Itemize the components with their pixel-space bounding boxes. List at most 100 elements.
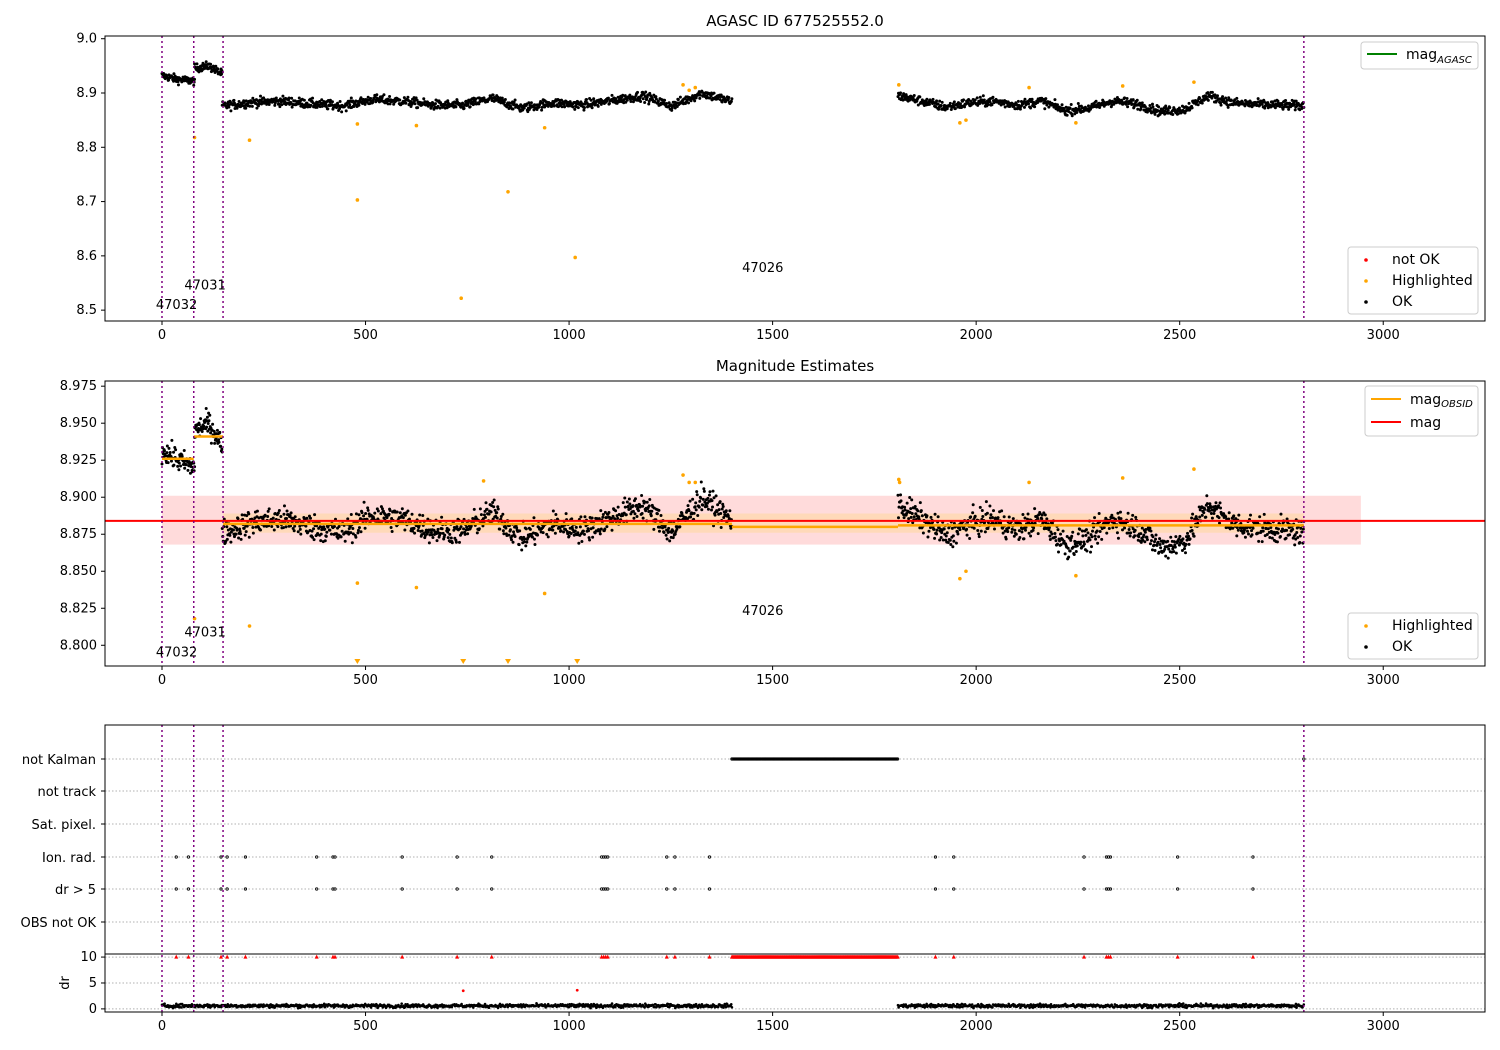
ok-point (316, 531, 320, 535)
ok-point (1265, 533, 1269, 537)
ok-point (1282, 105, 1286, 109)
ok-point (633, 512, 637, 516)
ok-point (1094, 537, 1098, 541)
ok-point (1235, 96, 1239, 100)
ok-point (1148, 103, 1152, 107)
highlighted-point (897, 83, 901, 87)
ok-point (225, 537, 229, 541)
flag-marker (1176, 855, 1180, 859)
ok-point (186, 468, 190, 472)
ok-point (1276, 527, 1280, 531)
ok-point (916, 509, 920, 513)
ok-point (649, 514, 653, 518)
ok-point (409, 105, 413, 109)
ok-point (436, 104, 440, 108)
ok-point (948, 538, 952, 542)
ok-point (240, 513, 244, 517)
ok-point (376, 509, 380, 513)
ok-point (1150, 548, 1154, 552)
ok-point (951, 545, 955, 549)
highlighted-point (1120, 84, 1125, 88)
ok-point (1167, 547, 1171, 551)
ok-point (938, 99, 942, 103)
ok-point (933, 536, 937, 540)
ok-point (599, 509, 603, 513)
ok-point (411, 529, 415, 533)
ok-point (320, 104, 324, 108)
ok-point (174, 448, 178, 452)
ok-point (710, 499, 714, 503)
x-tick-label: 2000 (960, 673, 993, 688)
ok-point (1166, 108, 1170, 112)
ok-point (160, 462, 164, 466)
ok-point (202, 424, 206, 428)
ok-point (654, 97, 658, 101)
ok-point (282, 512, 286, 516)
ok-point (899, 91, 903, 95)
ok-point (921, 531, 925, 535)
ok-point (929, 526, 933, 530)
ok-point (645, 500, 649, 504)
dr-point (400, 1002, 403, 1005)
ok-point (1119, 517, 1123, 521)
ok-point (305, 101, 309, 105)
ok-point (387, 512, 391, 516)
y-tick-label: 8.6 (76, 249, 97, 264)
highlighted-point (414, 123, 419, 128)
ok-point (699, 480, 703, 484)
ok-point (455, 525, 459, 529)
flag-marker (333, 887, 337, 891)
ok-point (942, 527, 946, 531)
ok-point (375, 93, 379, 97)
ok-point (1158, 112, 1162, 116)
flag-marker (673, 855, 677, 859)
x-tick-label: 3000 (1367, 673, 1400, 688)
ok-point (655, 512, 659, 516)
ok-point (1143, 530, 1147, 534)
ok-point (1219, 506, 1223, 510)
ok-point (326, 107, 330, 111)
ok-point (177, 461, 181, 465)
ok-point (1166, 556, 1170, 560)
ok-point (272, 528, 276, 532)
ok-point (1294, 99, 1298, 103)
ok-point (362, 514, 366, 518)
ok-point (298, 527, 302, 531)
ok-point (1190, 529, 1194, 533)
ok-point (1249, 513, 1253, 517)
ok-point (1055, 542, 1059, 546)
ok-point (229, 530, 233, 534)
ok-point (472, 507, 476, 511)
ok-point (719, 512, 723, 516)
ok-point (1081, 534, 1085, 538)
ok-point (1048, 538, 1052, 542)
ok-point (589, 98, 593, 102)
ok-point (902, 516, 906, 520)
ok-point (199, 417, 203, 421)
ok-point (338, 99, 342, 103)
ok-point (364, 512, 368, 516)
ok-point (222, 517, 226, 521)
ok-point (523, 537, 527, 541)
ok-point (348, 103, 352, 107)
ok-point (489, 510, 493, 514)
ok-point (647, 102, 651, 106)
ok-point (693, 99, 697, 103)
ok-point (209, 62, 213, 66)
ok-point (632, 516, 636, 520)
ok-point (553, 531, 557, 535)
ok-point (1097, 511, 1101, 515)
highlighted-point (958, 121, 962, 125)
ok-point (1071, 545, 1075, 549)
ok-point (176, 464, 180, 468)
ok-point (658, 525, 662, 529)
y-tick-label: 8.8 (76, 140, 97, 155)
ok-point (285, 509, 289, 513)
ok-point (328, 98, 332, 102)
ok-point (541, 531, 545, 535)
y-tick-label: 8.950 (60, 416, 97, 431)
ok-point (1200, 513, 1204, 517)
ok-point (1090, 535, 1094, 539)
ok-point (916, 103, 920, 107)
